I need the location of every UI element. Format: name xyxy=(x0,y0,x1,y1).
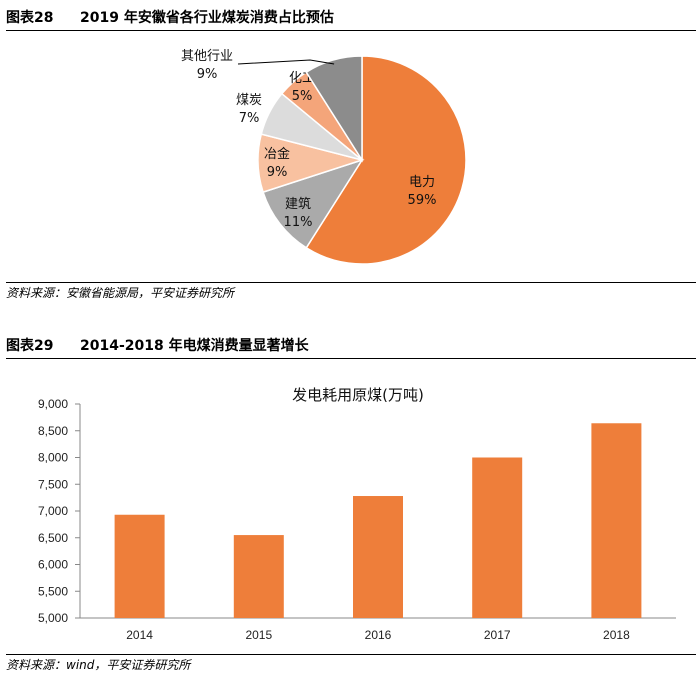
pie-value-3: 9% xyxy=(267,165,288,180)
x-tick-label: 2015 xyxy=(245,628,272,642)
y-tick-label: 8,000 xyxy=(38,451,68,465)
figure29-title: 2014-2018 年电煤消费量显著增长 xyxy=(80,338,309,354)
bar-2016 xyxy=(353,496,403,618)
bar-chart-title: 发电耗用原煤(万吨) xyxy=(292,386,424,404)
x-tick-label: 2018 xyxy=(603,628,630,642)
pie-value-1: 59% xyxy=(408,193,437,208)
figure28-source: 资料来源：安徽省能源局，平安证券研究所 xyxy=(6,282,696,303)
pie-value-2: 11% xyxy=(284,215,313,230)
pie-slice-1 xyxy=(305,55,467,265)
bar-2015 xyxy=(233,535,284,618)
y-tick-label: 8,500 xyxy=(38,424,68,438)
y-tick-label: 5,500 xyxy=(38,584,68,598)
pie-label-4: 煤炭 xyxy=(236,93,262,108)
x-tick-label: 2014 xyxy=(126,628,153,642)
pie-leader-line xyxy=(237,59,335,65)
pie-slice-6 xyxy=(305,55,363,163)
x-tick-label: 2016 xyxy=(365,628,392,642)
figure28-title: 2019 年安徽省各行业煤炭消费占比预估 xyxy=(80,10,334,26)
bar-2017 xyxy=(472,457,523,618)
figure28-number: 图表28 xyxy=(6,10,54,26)
pie-label-6: 其他行业 xyxy=(181,49,233,64)
pie-label-1: 电力 xyxy=(409,175,435,190)
bar-chart: 发电耗用原煤(万吨) 5,000 5,500 6,000 6,500 7,000 7,500… xyxy=(38,386,676,642)
figure29-number: 图表29 xyxy=(6,338,54,354)
y-tick-label: 9,000 xyxy=(38,397,68,411)
y-tick-label: 6,000 xyxy=(38,558,68,572)
pie-label-2: 建筑 xyxy=(285,196,311,212)
pie-value-5: 5% xyxy=(292,89,313,104)
bar-2014 xyxy=(114,514,165,618)
y-tick-label: 5,000 xyxy=(38,611,68,625)
bar-2018 xyxy=(591,423,642,618)
figure28-title-bar: 图表28 2019 年安徽省各行业煤炭消费占比预估 xyxy=(6,6,696,31)
figure29-title-bar: 图表29 2014-2018 年电煤消费量显著增长 xyxy=(6,334,696,359)
pie-slice-2 xyxy=(262,158,364,249)
y-tick-label: 7,500 xyxy=(38,477,68,491)
figure29-source: 资料来源：wind，平安证券研究所 xyxy=(6,654,696,675)
y-tick-label: 7,000 xyxy=(38,504,68,518)
pie-value-6: 9% xyxy=(197,67,218,82)
x-tick-label: 2017 xyxy=(484,628,511,642)
pie-label-3: 冶金 xyxy=(264,146,290,162)
y-tick-label: 6,500 xyxy=(38,531,68,545)
pie-value-4: 7% xyxy=(239,111,260,126)
